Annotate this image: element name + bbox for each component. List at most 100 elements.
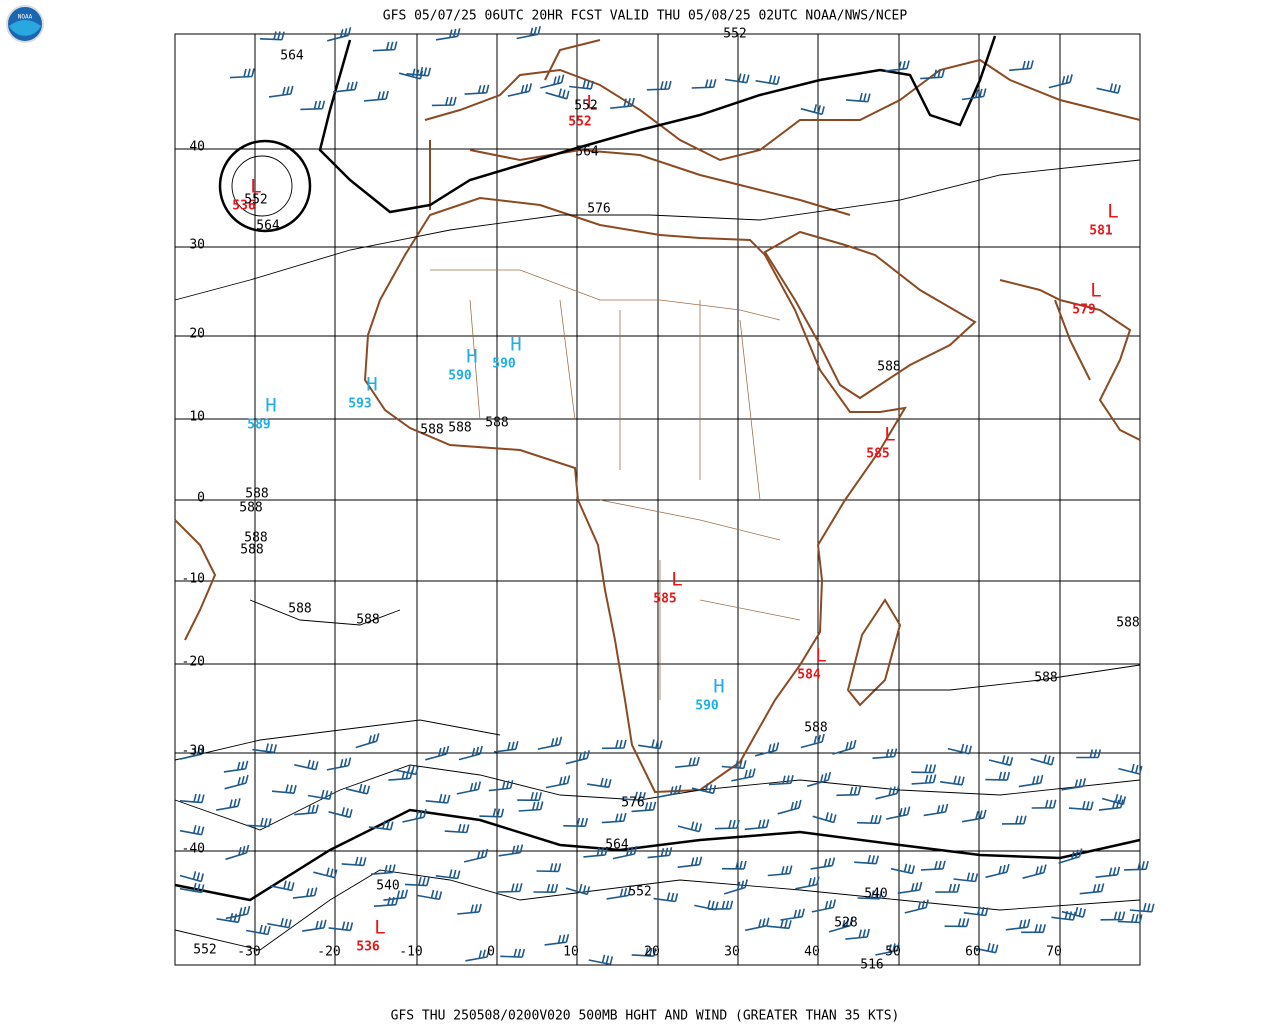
wind-barb (714, 819, 740, 830)
contour-label: 540 (376, 879, 399, 894)
high-value: 589 (247, 418, 270, 433)
wind-barb (223, 760, 249, 773)
wind-barb (341, 856, 367, 867)
wind-barb (216, 798, 241, 811)
wind-barb (224, 774, 249, 790)
wind-barb (904, 899, 929, 914)
wind-barb (806, 771, 832, 788)
wind-barb (179, 746, 205, 760)
india-coast (999, 279, 1141, 441)
wind-barb (383, 889, 409, 901)
wind-barb (328, 807, 353, 819)
wind-barb (302, 919, 327, 932)
longitude-label: -30 (237, 945, 260, 960)
wind-barb (326, 27, 352, 42)
wind-barb (920, 860, 946, 871)
wind-barb (368, 820, 394, 831)
wind-barb (856, 814, 882, 825)
wind-barb (373, 896, 399, 907)
wind-barb (1058, 848, 1083, 864)
wind-barb (944, 918, 970, 928)
map-title: GFS 05/07/25 06UTC 20HR FCST VALID THU 0… (383, 9, 908, 24)
europe-asia-coast (424, 39, 1141, 216)
wind-barb (836, 786, 862, 797)
wind-barb (292, 887, 318, 899)
contour-label: 564 (256, 219, 280, 234)
longitude-label: -20 (317, 945, 340, 960)
contour-label: 588 (245, 487, 268, 502)
contour-label: 588 (239, 501, 262, 516)
latitude-label: 30 (189, 238, 205, 253)
wind-barb (404, 877, 430, 887)
longitude-label: 40 (804, 945, 820, 960)
wind-barb (1079, 883, 1105, 895)
wind-barb (1117, 913, 1143, 924)
contour-low-inner (231, 155, 293, 217)
wind-barb (897, 881, 923, 894)
wind-barb (464, 84, 490, 95)
wind-barb (1018, 774, 1044, 788)
wind-barb (458, 745, 483, 761)
wind-barb (1098, 799, 1124, 811)
low-value: 585 (653, 592, 676, 607)
contour-label: 588 (1116, 616, 1139, 631)
high-symbol: H (713, 676, 724, 698)
contour-576-north (174, 159, 1141, 301)
low-value: 552 (568, 115, 591, 130)
wind-barb (601, 812, 627, 824)
longitude-label: 20 (644, 945, 660, 960)
contour-label: 588 (1034, 671, 1057, 686)
wind-barb (388, 770, 414, 781)
wind-barb (225, 905, 251, 920)
contour-label: 552 (244, 193, 267, 208)
wind-barb (621, 791, 646, 802)
wind-barb (911, 774, 937, 785)
longitude-label: 50 (885, 945, 901, 960)
wind-barb (417, 889, 443, 901)
low-symbol: L (1107, 201, 1118, 223)
wind-barb (583, 846, 609, 858)
wind-barb (1076, 749, 1102, 759)
wind-barb (465, 948, 490, 962)
wind-barb (1061, 778, 1086, 791)
wind-barb (691, 79, 717, 89)
contour-label: 588 (448, 421, 471, 436)
low-value: 585 (866, 447, 889, 462)
low-symbol: L (815, 645, 826, 667)
wind-barb (488, 780, 514, 792)
wind-barb (631, 947, 657, 957)
map-caption: GFS THU 250508/0200V020 500MB HGHT AND W… (391, 1009, 900, 1024)
wind-barb (225, 844, 250, 861)
wind-barb (872, 748, 898, 759)
wind-barb (768, 775, 794, 786)
contour-label: 552 (193, 943, 216, 958)
arabia-coast (763, 230, 977, 400)
wind-barb (828, 917, 853, 933)
wind-barb (953, 872, 979, 883)
wind-barb (1129, 902, 1155, 913)
contour-label: 588 (485, 416, 508, 431)
wind-barb (425, 745, 450, 761)
longitude-label: 60 (965, 945, 981, 960)
wind-barb (854, 854, 879, 865)
wind-barb (923, 803, 949, 817)
contour-label: 564 (575, 145, 599, 160)
wind-barb (744, 819, 770, 831)
latitude-label: -20 (182, 655, 205, 670)
noaa-logo: NOAA (6, 5, 44, 43)
wind-barb (179, 793, 205, 804)
wind-barb (307, 789, 333, 800)
wind-barb (270, 880, 295, 892)
wind-barb (985, 771, 1011, 781)
high-symbol: H (510, 334, 521, 356)
latitude-label: -40 (182, 842, 205, 857)
wind-barb (372, 41, 398, 52)
low-symbol: L (586, 92, 597, 114)
wind-barb (1095, 866, 1121, 878)
contour-label: 576 (587, 202, 610, 217)
wind-barb (268, 85, 294, 98)
wind-barb (800, 733, 825, 749)
high-symbol: H (366, 374, 377, 396)
wind-barb (973, 942, 999, 954)
wind-barb (1100, 911, 1126, 921)
